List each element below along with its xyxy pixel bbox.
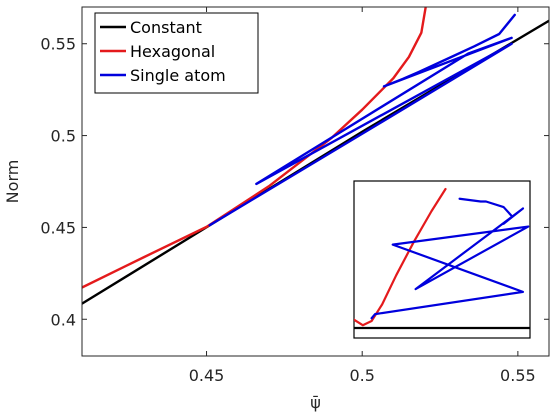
legend-label-hexagonal: Hexagonal <box>130 42 215 61</box>
x-tick-label: 0.55 <box>500 366 536 385</box>
legend: Constant Hexagonal Single atom <box>94 12 259 94</box>
legend-label-single-atom: Single atom <box>130 66 226 85</box>
y-tick-label: 0.45 <box>40 218 76 237</box>
x-axis-label: ψ̄ <box>310 393 321 412</box>
inset-series <box>354 187 530 330</box>
y-tick-label: 0.4 <box>51 310 76 329</box>
inset <box>353 180 531 339</box>
y-axis-label: Norm <box>3 160 22 204</box>
x-tick-label: 0.45 <box>189 366 225 385</box>
x-tick-label: 0.5 <box>349 366 374 385</box>
inset-line-single-atom <box>370 197 530 320</box>
legend-label-constant: Constant <box>130 18 202 37</box>
inset-line-hexagonal <box>354 187 447 327</box>
series-line-single-atom <box>208 13 516 227</box>
axes: 0.45 0.5 0.55 0.4 0.45 0.5 0.55 <box>40 6 550 385</box>
series-layer <box>82 7 549 305</box>
plot-frame <box>81 6 550 357</box>
y-tick-label: 0.55 <box>40 35 76 54</box>
y-tick-label: 0.5 <box>51 127 76 146</box>
series-line-hexagonal <box>82 7 427 289</box>
inset-frame <box>353 180 531 339</box>
